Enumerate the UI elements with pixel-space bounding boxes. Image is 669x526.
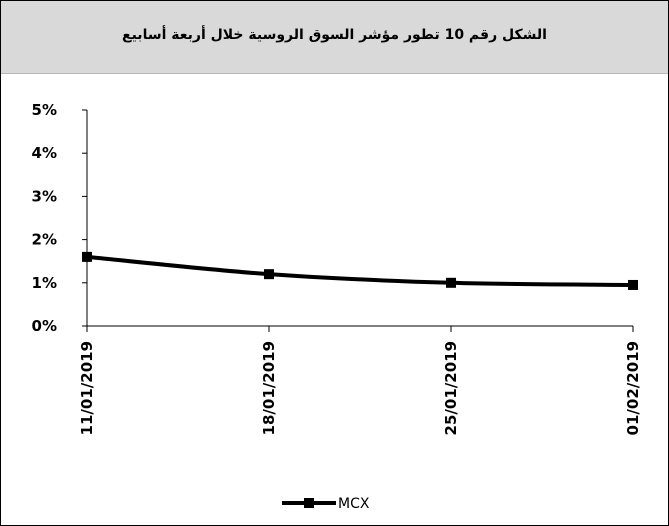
y-tick-label: 0% [32,317,57,335]
legend-marker-sample [304,498,314,508]
y-tick-label: 3% [32,187,57,205]
data-point-marker [82,251,92,262]
x-tick-label: 18/01/2019 [260,341,278,435]
y-tick-label: 5% [32,101,57,119]
chart-legend: MCX [282,496,370,512]
chart-title-bar: الشكل رقم 10 تطور مؤشر السوق الروسية خلا… [1,1,668,74]
x-tick-label: 25/01/2019 [442,341,460,435]
axis-ticks: 0% 1% 2% 3% 4% 5% 11/01/2019 18/01/2019 25/01/20… [32,101,642,435]
series-layer [82,251,638,290]
x-tick-label: 11/01/2019 [78,341,96,435]
y-tick-label: 1% [32,274,57,292]
data-point-marker [264,269,274,280]
chart-axes [86,110,633,327]
series-line-mcx [86,254,634,287]
data-point-marker [446,277,456,288]
data-point-marker [628,279,638,290]
chart-title: الشكل رقم 10 تطور مؤشر السوق الروسية خلا… [122,27,547,43]
x-tick-label: 01/02/2019 [624,341,642,435]
legend-label: MCX [338,496,370,512]
y-tick-label: 4% [32,144,57,162]
y-tick-label: 2% [32,231,57,249]
